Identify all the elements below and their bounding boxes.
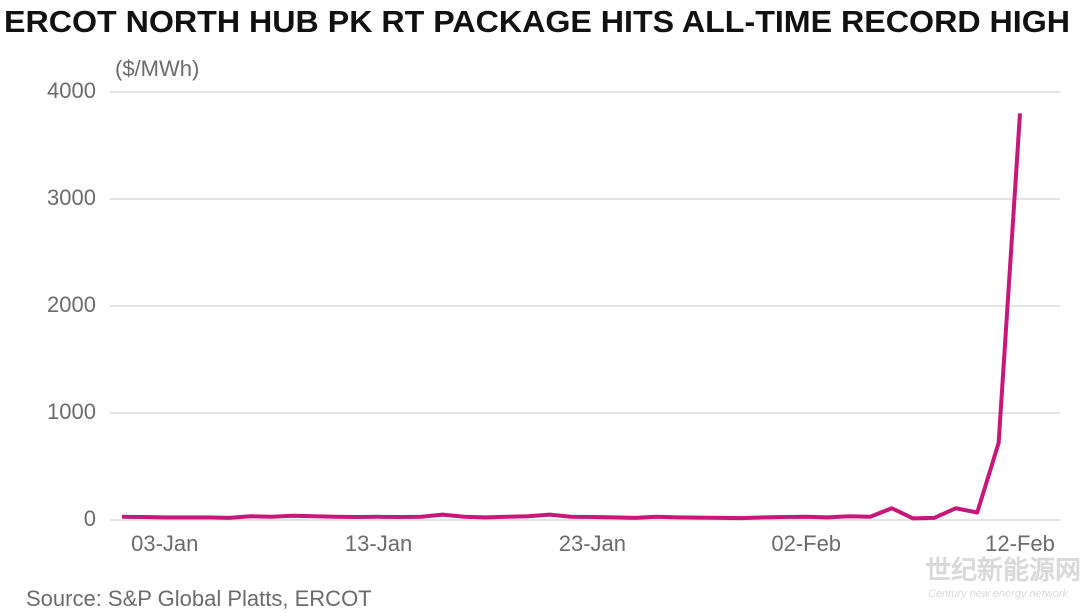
x-tick-label: 23-Jan xyxy=(559,531,626,556)
y-tick-label: 2000 xyxy=(47,292,96,317)
y-axis-label: ($/MWh) xyxy=(115,56,199,81)
y-tick-label: 4000 xyxy=(47,78,96,103)
x-tick-label: 12-Feb xyxy=(985,531,1055,556)
y-tick-label: 3000 xyxy=(47,185,96,210)
watermark-sub: Century new energy network xyxy=(928,588,1069,600)
y-tick-label: 1000 xyxy=(47,399,96,424)
chart-title: ERCOT NORTH HUB PK RT PACKAGE HITS ALL-T… xyxy=(4,4,1070,39)
source: Source: S&P Global Platts, ERCOT xyxy=(26,586,372,611)
y-tick-label: 0 xyxy=(84,506,96,531)
x-tick-label: 13-Jan xyxy=(345,531,412,556)
x-tick-label: 02-Feb xyxy=(771,531,841,556)
watermark: 世纪新能源网 xyxy=(925,555,1080,585)
x-tick-label: 03-Jan xyxy=(131,531,198,556)
line xyxy=(121,113,1022,521)
